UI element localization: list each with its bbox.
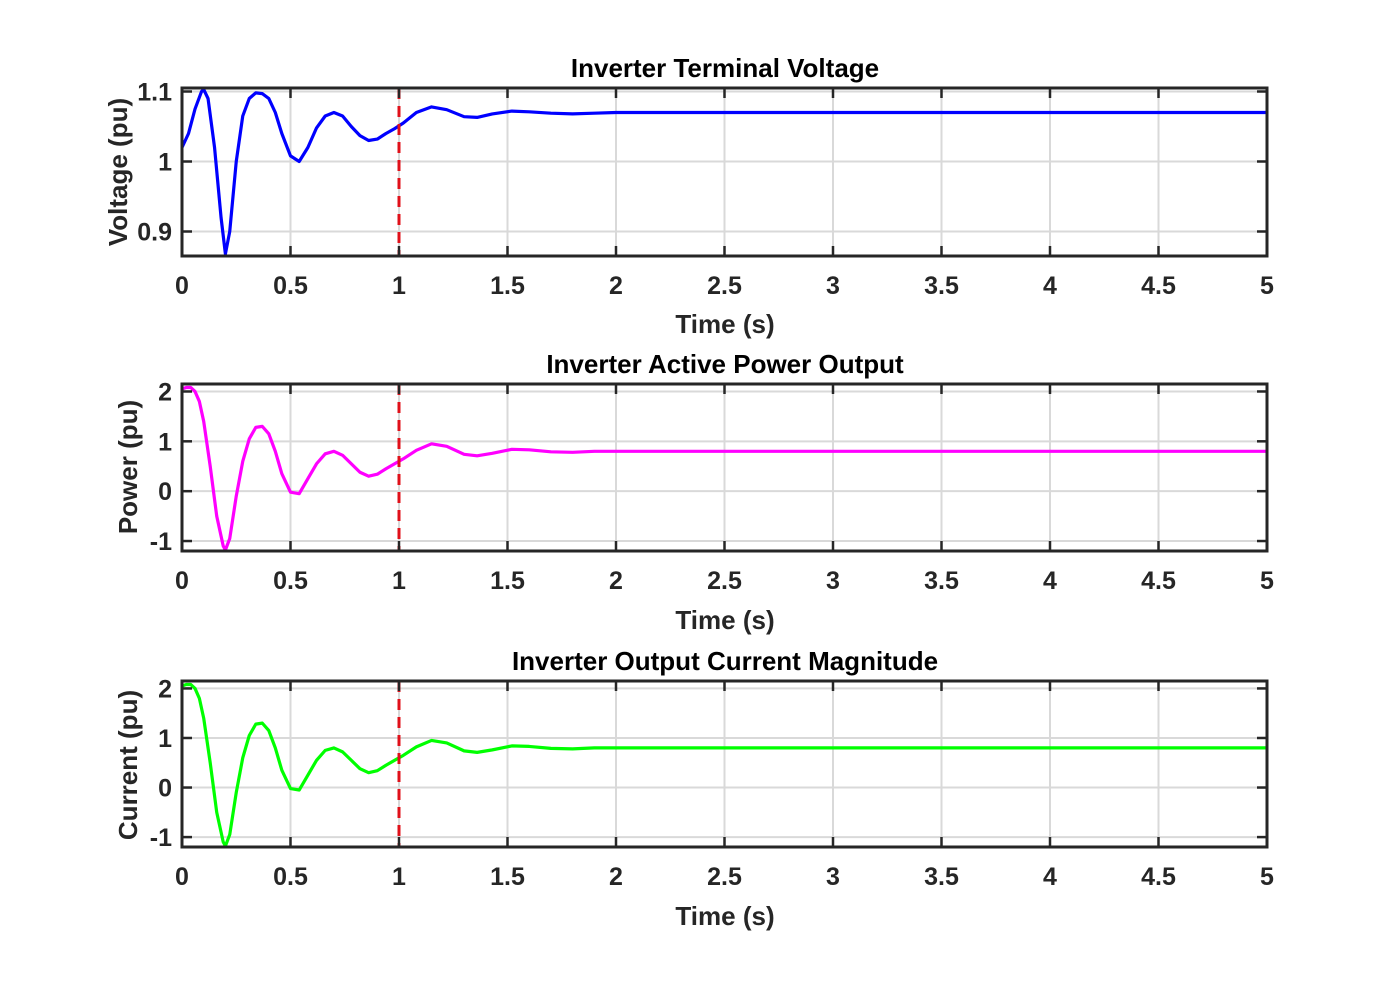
series-line <box>182 88 1267 256</box>
y-tick-label: 1 <box>158 149 172 177</box>
x-tick-label: 1 <box>392 567 406 595</box>
x-axis-label: Time (s) <box>675 309 774 339</box>
y-tick-label: -1 <box>150 528 172 556</box>
x-tick-label: 2.5 <box>707 272 742 300</box>
subplot-title: Inverter Terminal Voltage <box>571 53 879 83</box>
series-line <box>182 385 1267 551</box>
x-tick-label: 5 <box>1260 272 1274 300</box>
x-tick-label: 4 <box>1043 272 1057 300</box>
y-tick-label: 2 <box>158 378 172 406</box>
subplot-voltage: Inverter Terminal Voltage Time (s) Volta… <box>103 53 1274 339</box>
y-tick-label: 1.1 <box>137 79 172 107</box>
x-tick-label: 0 <box>175 567 189 595</box>
y-axis-label: Voltage (pu) <box>103 98 133 246</box>
x-tick-label: 2 <box>609 863 623 891</box>
subplot-title: Inverter Active Power Output <box>546 349 904 379</box>
x-tick-label: 4 <box>1043 863 1057 891</box>
y-axis-label: Current (pu) <box>113 690 143 840</box>
x-tick-label: 2 <box>609 272 623 300</box>
x-tick-label: 3 <box>826 863 840 891</box>
x-tick-label: 4.5 <box>1141 272 1176 300</box>
x-axis-label: Time (s) <box>675 605 774 635</box>
y-axis-label: Power (pu) <box>113 400 143 534</box>
x-tick-label: 2.5 <box>707 567 742 595</box>
x-tick-label: 3.5 <box>924 567 959 595</box>
x-tick-label: 4.5 <box>1141 863 1176 891</box>
y-tick-label: 1 <box>158 428 172 456</box>
y-tick-label: 0 <box>158 478 172 506</box>
y-tick-label: 2 <box>158 675 172 703</box>
y-tick-label: 0.9 <box>137 219 172 247</box>
x-tick-label: 1 <box>392 272 406 300</box>
x-tick-label: 1.5 <box>490 272 525 300</box>
subplot-power: Inverter Active Power Output Time (s) Po… <box>113 349 1274 635</box>
x-tick-label: 3.5 <box>924 863 959 891</box>
x-tick-label: 4 <box>1043 567 1057 595</box>
x-tick-label: 1.5 <box>490 567 525 595</box>
subplot-current: Inverter Output Current Magnitude Time (… <box>113 646 1274 931</box>
x-tick-label: 4.5 <box>1141 567 1176 595</box>
x-tick-label: 0 <box>175 272 189 300</box>
x-tick-label: 1.5 <box>490 863 525 891</box>
x-tick-label: 3.5 <box>924 272 959 300</box>
x-tick-label: 3 <box>826 567 840 595</box>
x-axis-label: Time (s) <box>675 901 774 931</box>
x-tick-label: 0.5 <box>273 863 308 891</box>
y-tick-label: 0 <box>158 775 172 803</box>
y-tick-label: -1 <box>150 824 172 852</box>
subplot-title: Inverter Output Current Magnitude <box>512 646 938 676</box>
x-tick-label: 5 <box>1260 567 1274 595</box>
x-tick-label: 3 <box>826 272 840 300</box>
x-tick-label: 1 <box>392 863 406 891</box>
x-tick-label: 0.5 <box>273 272 308 300</box>
series-line <box>182 682 1267 847</box>
x-tick-label: 0.5 <box>273 567 308 595</box>
x-tick-label: 2.5 <box>707 863 742 891</box>
x-tick-label: 2 <box>609 567 623 595</box>
x-tick-label: 5 <box>1260 863 1274 891</box>
x-tick-label: 0 <box>175 863 189 891</box>
y-tick-label: 1 <box>158 725 172 753</box>
